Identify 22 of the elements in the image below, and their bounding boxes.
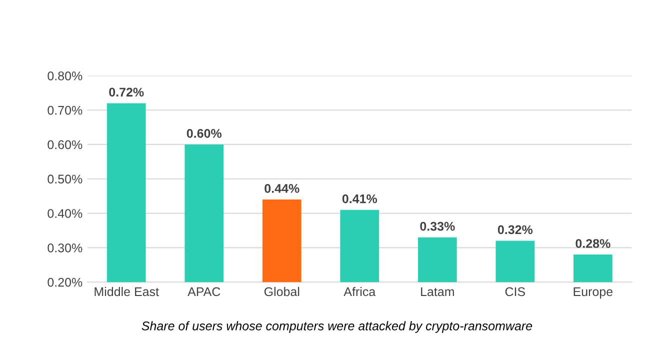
x-tick-label: Global — [264, 286, 300, 296]
x-tick-label: Europe — [574, 287, 613, 299]
data-label: 0.72% — [109, 88, 144, 97]
data-label: 0.32% — [498, 225, 533, 234]
y-tick-label: 0.80% — [48, 71, 82, 80]
x-tick-label: Africa — [344, 286, 376, 296]
x-tick-label: Middle East — [94, 286, 159, 296]
y-tick-label: 0.40% — [48, 209, 82, 218]
data-label: 0.33% — [420, 222, 455, 231]
y-tick-label: 0.60% — [48, 140, 82, 150]
x-tick-label: APAC — [188, 287, 220, 296]
y-tick-label: 0.50% — [48, 174, 82, 184]
data-label: 0.60% — [186, 128, 222, 138]
text: Share of users whose computers were attacked by crypto-ransomware — [142, 321, 532, 333]
y-tick-label: 0.70% — [48, 106, 82, 115]
y-tick-label: 0.30% — [48, 243, 82, 252]
data-label: 0.28% — [576, 239, 610, 248]
data-label: 0.41% — [342, 194, 378, 204]
x-tick-label: CIS — [505, 287, 526, 296]
y-tick-label: 0.20% — [48, 278, 82, 287]
data-label: 0.44% — [264, 184, 300, 193]
x-tick-label: Latam — [421, 287, 454, 296]
